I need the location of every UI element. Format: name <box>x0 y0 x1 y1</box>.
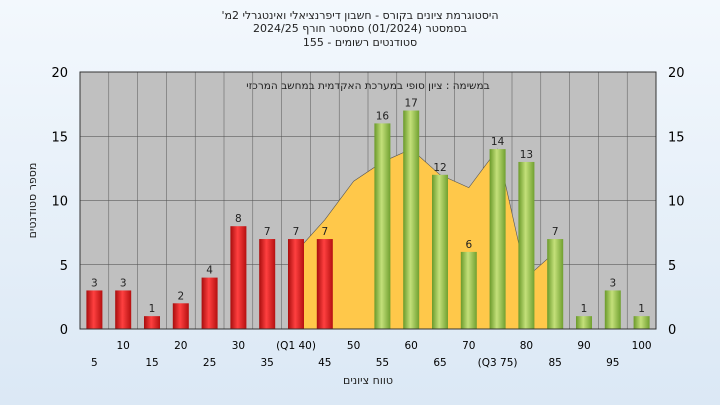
chart-title-line-1: 'היסטוגרמת ציונים בקורס - חשבון דיפרנציא… <box>221 9 499 22</box>
bar-value-label: 3 <box>120 277 127 289</box>
bar-value-label: 1 <box>638 303 645 315</box>
x-tick-label: 100 <box>632 340 652 352</box>
chart-subtitle: במשימה : ציון סופי במערכת האקדמית במחשב … <box>246 80 489 92</box>
bar-value-label: 17 <box>405 98 418 110</box>
bar-value-label: 12 <box>433 162 446 174</box>
x-tick-label: 90 <box>577 340 590 352</box>
x-tick-label: (Q3 75) <box>478 357 518 369</box>
bar-value-label: 4 <box>206 265 213 277</box>
bar <box>403 110 420 329</box>
x-tick-label: 80 <box>520 340 533 352</box>
bar <box>518 161 535 329</box>
y-tick-label-right: 20 <box>668 66 685 81</box>
x-tick-label: 60 <box>405 340 418 352</box>
bar-value-label: 13 <box>520 149 533 161</box>
x-tick-label: 55 <box>376 357 389 369</box>
bar <box>288 239 304 329</box>
bar-value-label: 7 <box>321 226 328 238</box>
y-tick-label-right: 10 <box>668 195 685 210</box>
x-tick-label: 30 <box>232 340 245 352</box>
bar-value-label: 3 <box>91 277 98 289</box>
plot-border <box>79 71 657 330</box>
bar <box>374 123 391 330</box>
bar <box>604 290 621 329</box>
bar-value-label: 2 <box>177 290 184 302</box>
y-axis-label: מספר סטודנטים <box>26 163 39 239</box>
y-tick-label-right: 5 <box>668 259 676 274</box>
chart-title-line-3: סטודנטים רשומים - 155 <box>302 36 418 49</box>
bar <box>144 316 160 329</box>
bar-value-label: 7 <box>293 226 300 238</box>
x-axis-label: טווח ציונים <box>343 374 393 387</box>
bar-value-label: 16 <box>376 110 390 122</box>
bar <box>201 277 218 329</box>
y-tick-label-right: 15 <box>668 130 685 145</box>
y-tick-label-left: 20 <box>51 66 68 81</box>
bar <box>86 290 103 329</box>
y-tick-label-left: 10 <box>51 195 68 210</box>
bar <box>316 239 333 329</box>
bar <box>115 290 132 329</box>
bar-value-label: 1 <box>581 303 588 315</box>
bar-value-label: 3 <box>609 277 616 289</box>
bar <box>172 303 189 329</box>
x-tick-label: 5 <box>91 357 98 369</box>
bar-value-label: 7 <box>264 226 271 238</box>
bar <box>230 226 247 329</box>
x-tick-label: 65 <box>433 357 446 369</box>
bar <box>576 316 592 329</box>
x-tick-label: 70 <box>462 340 475 352</box>
y-tick-label-right: 0 <box>668 323 676 338</box>
x-tick-label: 95 <box>606 357 619 369</box>
y-tick-label-left: 5 <box>60 259 68 274</box>
bar <box>259 239 276 329</box>
y-tick-label-left: 15 <box>51 130 68 145</box>
x-tick-label: 45 <box>318 357 331 369</box>
x-tick-label: 10 <box>117 340 130 352</box>
bar-value-label: 8 <box>235 213 242 225</box>
x-tick-label: 50 <box>347 340 360 352</box>
x-tick-label: 85 <box>549 357 562 369</box>
chart-title-line-2: בסמסטר (01/2024) סמסטר חורף 2024/25 <box>253 22 467 35</box>
bar-value-label: 7 <box>552 226 559 238</box>
x-tick-label: 35 <box>261 357 274 369</box>
y-tick-label-left: 0 <box>60 323 68 338</box>
x-tick-label: 20 <box>174 340 187 352</box>
bar <box>489 149 506 329</box>
bar-value-label: 6 <box>465 239 472 251</box>
x-tick-label: 15 <box>145 357 158 369</box>
bar <box>432 174 448 329</box>
x-tick-label: (Q1 40) <box>276 340 316 352</box>
bar <box>547 239 564 329</box>
bar <box>460 251 477 329</box>
bar-value-label: 1 <box>149 303 156 315</box>
bar-value-label: 14 <box>491 136 505 148</box>
x-tick-label: 25 <box>203 357 216 369</box>
bar <box>633 316 650 329</box>
